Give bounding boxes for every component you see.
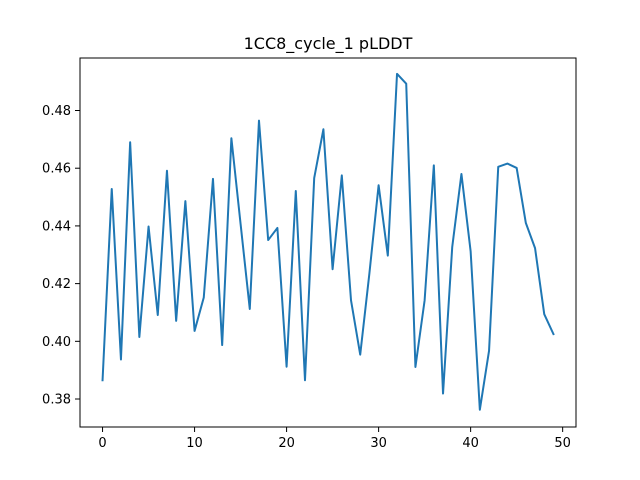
y-tick-label: 0.40	[42, 335, 71, 350]
plot-area: 0 10 20 30 40 50 0.38 0.40 0.42 0.44 0.46 0.48	[42, 57, 577, 451]
y-tick-label: 0.46	[42, 162, 71, 177]
y-tick-label: 0.38	[42, 393, 71, 408]
series-line-0	[101, 72, 555, 411]
x-tick-label: 10	[186, 436, 203, 451]
y-tick-label: 0.48	[42, 104, 71, 119]
x-tick-label: 0	[98, 436, 106, 451]
y-tick-label: 0.44	[42, 219, 71, 234]
x-tick-label: 30	[370, 436, 387, 451]
x-tick-label: 20	[278, 436, 295, 451]
y-tick-label: 0.42	[42, 277, 71, 292]
chart-title: 1CC8_cycle_1 pLDDT	[244, 34, 413, 54]
axes-frame	[79, 57, 577, 428]
x-tick-label: 50	[554, 436, 571, 451]
x-tick-label: 40	[462, 436, 479, 451]
